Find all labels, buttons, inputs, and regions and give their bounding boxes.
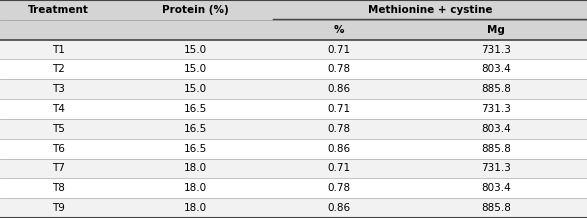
Text: Mg: Mg (487, 25, 505, 35)
Text: 885.8: 885.8 (481, 84, 511, 94)
Bar (0, 99, 587, 119)
Text: Protein (%): Protein (%) (162, 5, 228, 15)
Text: 731.3: 731.3 (481, 164, 511, 174)
Text: 18.0: 18.0 (184, 203, 207, 213)
Text: 16.5: 16.5 (184, 144, 207, 154)
Text: Treatment: Treatment (28, 5, 89, 15)
Text: 16.5: 16.5 (184, 124, 207, 134)
Bar (0, 20, 587, 40)
Bar (0, 119, 587, 139)
Text: 16.5: 16.5 (184, 104, 207, 114)
Bar (0, 40, 587, 60)
Text: 803.4: 803.4 (481, 124, 511, 134)
Text: 15.0: 15.0 (184, 64, 207, 74)
Text: 15.0: 15.0 (184, 84, 207, 94)
Text: Methionine + cystine: Methionine + cystine (367, 5, 492, 15)
Text: T2: T2 (52, 64, 65, 74)
Text: 0.78: 0.78 (328, 64, 350, 74)
Text: T4: T4 (52, 104, 65, 114)
Text: 0.86: 0.86 (328, 84, 350, 94)
Text: T5: T5 (52, 124, 65, 134)
Text: 0.78: 0.78 (328, 183, 350, 193)
Text: 0.78: 0.78 (328, 124, 350, 134)
Text: 15.0: 15.0 (184, 44, 207, 54)
Text: T7: T7 (52, 164, 65, 174)
Text: 885.8: 885.8 (481, 144, 511, 154)
Text: 803.4: 803.4 (481, 64, 511, 74)
Text: T9: T9 (52, 203, 65, 213)
Text: 0.71: 0.71 (328, 44, 350, 54)
Text: 803.4: 803.4 (481, 183, 511, 193)
Text: 0.86: 0.86 (328, 203, 350, 213)
Text: %: % (334, 25, 344, 35)
Bar (0, 60, 587, 79)
Text: 885.8: 885.8 (481, 203, 511, 213)
Bar (0, 79, 587, 99)
Text: 0.71: 0.71 (328, 104, 350, 114)
Text: 731.3: 731.3 (481, 44, 511, 54)
Text: 0.86: 0.86 (328, 144, 350, 154)
Bar (0, 139, 587, 158)
Bar (0, 178, 587, 198)
Text: 0.71: 0.71 (328, 164, 350, 174)
Text: T6: T6 (52, 144, 65, 154)
Text: T1: T1 (52, 44, 65, 54)
Bar (0, 198, 587, 218)
Text: T3: T3 (52, 84, 65, 94)
Text: 18.0: 18.0 (184, 164, 207, 174)
Text: 731.3: 731.3 (481, 104, 511, 114)
Text: 18.0: 18.0 (184, 183, 207, 193)
Text: T8: T8 (52, 183, 65, 193)
Bar (0, 0, 587, 20)
Bar (0, 158, 587, 178)
